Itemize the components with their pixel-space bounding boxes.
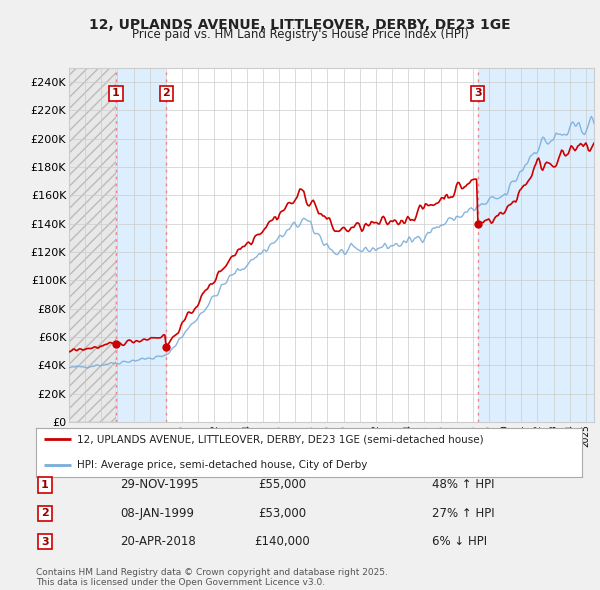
Text: 1: 1 <box>41 480 49 490</box>
Text: 12, UPLANDS AVENUE, LITTLEOVER, DERBY, DE23 1GE (semi-detached house): 12, UPLANDS AVENUE, LITTLEOVER, DERBY, D… <box>77 434 484 444</box>
Text: 1: 1 <box>112 88 120 99</box>
Text: HPI: Average price, semi-detached house, City of Derby: HPI: Average price, semi-detached house,… <box>77 460 367 470</box>
Text: 08-JAN-1999: 08-JAN-1999 <box>120 507 194 520</box>
Text: Price paid vs. HM Land Registry's House Price Index (HPI): Price paid vs. HM Land Registry's House … <box>131 28 469 41</box>
Text: 2: 2 <box>41 509 49 518</box>
Text: 6% ↓ HPI: 6% ↓ HPI <box>432 535 487 548</box>
Text: 12, UPLANDS AVENUE, LITTLEOVER, DERBY, DE23 1GE: 12, UPLANDS AVENUE, LITTLEOVER, DERBY, D… <box>89 18 511 32</box>
Text: 3: 3 <box>41 537 49 546</box>
Text: 29-NOV-1995: 29-NOV-1995 <box>120 478 199 491</box>
Bar <box>69 68 116 422</box>
Text: 27% ↑ HPI: 27% ↑ HPI <box>432 507 494 520</box>
Text: £140,000: £140,000 <box>254 535 310 548</box>
Text: 20-APR-2018: 20-APR-2018 <box>120 535 196 548</box>
Text: £55,000: £55,000 <box>258 478 306 491</box>
Text: 3: 3 <box>474 88 482 99</box>
Text: 48% ↑ HPI: 48% ↑ HPI <box>432 478 494 491</box>
Text: £53,000: £53,000 <box>258 507 306 520</box>
Bar <box>116 68 166 422</box>
Text: Contains HM Land Registry data © Crown copyright and database right 2025.
This d: Contains HM Land Registry data © Crown c… <box>36 568 388 587</box>
Bar <box>478 68 594 422</box>
Text: 2: 2 <box>163 88 170 99</box>
